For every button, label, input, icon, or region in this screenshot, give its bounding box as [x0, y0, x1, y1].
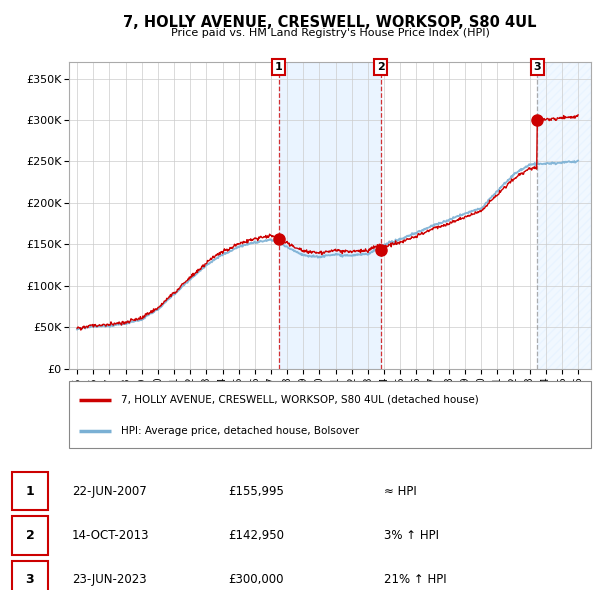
Text: 7, HOLLY AVENUE, CRESWELL, WORKSOP, S80 4UL: 7, HOLLY AVENUE, CRESWELL, WORKSOP, S80 …	[123, 15, 537, 30]
Text: HPI: Average price, detached house, Bolsover: HPI: Average price, detached house, Bols…	[121, 427, 359, 437]
Text: 3: 3	[533, 62, 541, 72]
Text: 2: 2	[26, 529, 34, 542]
Text: £155,995: £155,995	[228, 484, 284, 498]
Text: 2: 2	[377, 62, 385, 72]
Text: 21% ↑ HPI: 21% ↑ HPI	[384, 573, 446, 586]
Text: ≈ HPI: ≈ HPI	[384, 484, 417, 498]
Text: £300,000: £300,000	[228, 573, 284, 586]
Text: 1: 1	[26, 484, 34, 498]
Text: 22-JUN-2007: 22-JUN-2007	[72, 484, 147, 498]
Text: 23-JUN-2023: 23-JUN-2023	[72, 573, 146, 586]
Text: Price paid vs. HM Land Registry's House Price Index (HPI): Price paid vs. HM Land Registry's House …	[170, 28, 490, 38]
FancyBboxPatch shape	[69, 381, 591, 448]
Text: 7, HOLLY AVENUE, CRESWELL, WORKSOP, S80 4UL (detached house): 7, HOLLY AVENUE, CRESWELL, WORKSOP, S80 …	[121, 395, 479, 405]
Text: 3% ↑ HPI: 3% ↑ HPI	[384, 529, 439, 542]
Text: £142,950: £142,950	[228, 529, 284, 542]
Bar	[537, 62, 591, 369]
Text: 3: 3	[26, 573, 34, 586]
Text: 1: 1	[275, 62, 283, 72]
Text: 14-OCT-2013: 14-OCT-2013	[72, 529, 149, 542]
Bar	[278, 62, 380, 369]
